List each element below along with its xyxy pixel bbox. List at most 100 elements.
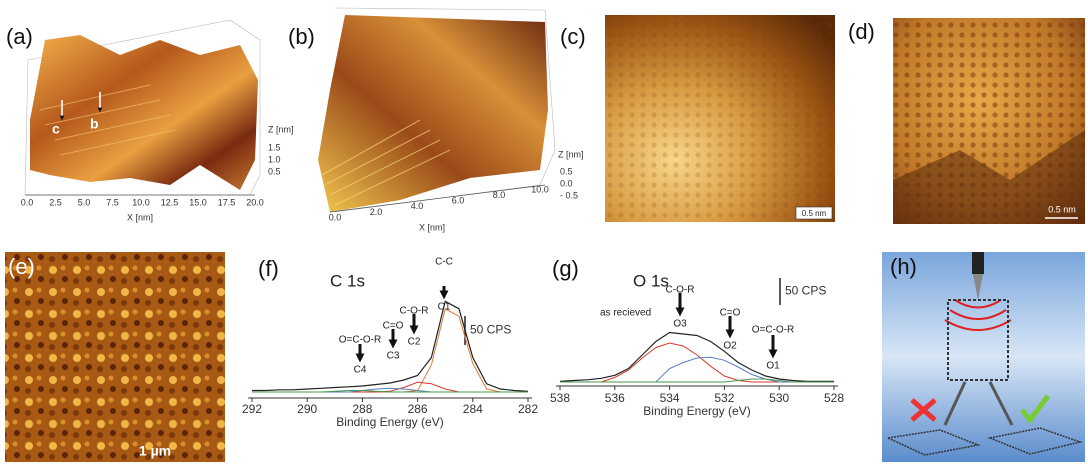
x-axis-label: X [nm] xyxy=(419,222,445,232)
z-tick-label: 1.0 xyxy=(268,154,281,164)
chart-title: O 1s xyxy=(633,271,669,290)
x-tick-label: 290 xyxy=(297,402,317,416)
scale-label: 0.5 nm xyxy=(1048,204,1076,214)
check xyxy=(1020,394,1050,425)
x-tick-label: 288 xyxy=(352,402,372,416)
peak-label: C1 xyxy=(438,302,451,313)
x-tick-label: 2.5 xyxy=(49,197,62,207)
x-axis xyxy=(329,184,546,213)
marker-label: c xyxy=(52,121,60,137)
peak-label: C3 xyxy=(387,351,400,362)
x-tick-label: 10.0 xyxy=(132,197,150,207)
x-tick-label: 284 xyxy=(463,402,483,416)
x-tick-label: 5.0 xyxy=(78,197,91,207)
z-axis-label: Z [nm] xyxy=(558,149,584,159)
x-tick-label: 292 xyxy=(242,402,262,416)
x-axis-label: Binding Energy (eV) xyxy=(643,404,750,418)
x-tick-label: 15.0 xyxy=(189,197,207,207)
panel-label: (b) xyxy=(288,24,315,49)
scale-label: 0.5 nm xyxy=(802,209,827,218)
panel-label: (a) xyxy=(6,24,33,49)
surface xyxy=(318,15,548,212)
peak-group: C-C xyxy=(435,257,453,268)
peak-group: O=C-O-R xyxy=(339,335,382,346)
x-tick-label: 530 xyxy=(769,391,789,405)
spectrum-line xyxy=(560,378,834,383)
peak-group: C-O-R xyxy=(400,306,429,317)
tip xyxy=(973,274,983,300)
scale-label: 50 CPS xyxy=(785,284,826,298)
x-tick-label: 2.0 xyxy=(370,207,383,217)
panel-h: (h) xyxy=(882,252,1085,462)
z-axis-label: Z [nm] xyxy=(268,124,294,134)
marker-label: b xyxy=(90,116,99,132)
sheet xyxy=(885,429,981,456)
sheet xyxy=(987,427,1083,455)
x-tick-label: 0.0 xyxy=(329,212,342,222)
signal xyxy=(944,299,1012,331)
x-tick-label: 10.0 xyxy=(531,184,549,194)
spectrum-line xyxy=(559,331,834,382)
panel-c: 0.5 nm (c) xyxy=(560,15,835,222)
x-tick-label: 7.5 xyxy=(106,197,119,207)
x-tick-label: 538 xyxy=(550,391,570,405)
x-axis-label: X [nm] xyxy=(127,212,153,222)
peak-group: O=C-O-R xyxy=(752,325,795,336)
chart-title: C 1s xyxy=(330,271,365,290)
panel-d: 0.5 nm (d) xyxy=(848,18,1085,224)
x-axis-label: Binding Energy (eV) xyxy=(336,415,443,429)
scale-label: 50 CPS xyxy=(470,323,511,337)
z-tick-label: 0.5 xyxy=(268,166,281,176)
panel-label: (c) xyxy=(560,24,586,49)
scale-label: 1 µm xyxy=(139,443,171,459)
z-tick-label: 0.5 xyxy=(560,166,573,176)
z-tick-label: - 0.5 xyxy=(560,190,578,200)
x-tick-label: 0.0 xyxy=(21,197,34,207)
peak-group: C=O xyxy=(720,308,741,319)
spectrum-chart: (g) O 1s as recieved 538 536 534 532 530 528 Bind… xyxy=(550,256,844,418)
tip-holder xyxy=(972,252,984,274)
panel-label: (f) xyxy=(258,256,279,281)
path xyxy=(988,381,1014,426)
note: as recieved xyxy=(600,308,651,319)
peak-group: C=O xyxy=(383,321,404,332)
peak-group: C-O-R xyxy=(666,285,695,296)
panel-label: (g) xyxy=(552,256,579,281)
panel-label: (e) xyxy=(8,254,35,279)
spectrum-line xyxy=(560,342,834,383)
peak-label: O1 xyxy=(766,361,780,372)
texture xyxy=(321,119,451,206)
scale-box xyxy=(795,206,833,220)
spectrum-chart: (f) C 1s 292 290 288 286 284 282 Binding Energy … xyxy=(242,256,538,429)
z-tick-label: 1.5 xyxy=(268,142,281,152)
cross xyxy=(910,398,937,422)
texture xyxy=(39,84,176,156)
surface xyxy=(30,35,258,190)
peak-label: O3 xyxy=(673,319,687,330)
z-tick-label: 0.0 xyxy=(560,178,573,188)
x-tick-label: 4.0 xyxy=(411,201,424,211)
x-tick-label: 12.5 xyxy=(161,197,179,207)
x-tick-label: 20.0 xyxy=(246,197,264,207)
graphene-stack xyxy=(947,299,1009,381)
terrace xyxy=(893,130,1085,224)
afm-image xyxy=(5,252,225,462)
spectrum-line xyxy=(252,300,529,392)
x-tick-label: 17.5 xyxy=(218,197,236,207)
x-tick-label: 536 xyxy=(605,391,625,405)
spectrum-line xyxy=(252,390,528,393)
panel-label: (d) xyxy=(848,19,875,44)
path xyxy=(943,381,967,426)
peak-label: C2 xyxy=(408,337,421,348)
x-tick-label: 528 xyxy=(824,391,844,405)
x-tick-label: 532 xyxy=(714,391,734,405)
peak-label: C4 xyxy=(354,365,367,376)
lattice xyxy=(605,15,835,222)
panel-a: (a) X [nm] Z [nm] c b xyxy=(6,19,294,222)
x-tick-label: 8.0 xyxy=(493,190,506,200)
x-tick-label: 6.0 xyxy=(452,196,465,206)
x-tick-label: 282 xyxy=(518,402,538,416)
x-tick-label: 534 xyxy=(660,391,680,405)
panel-label: (h) xyxy=(890,254,917,279)
